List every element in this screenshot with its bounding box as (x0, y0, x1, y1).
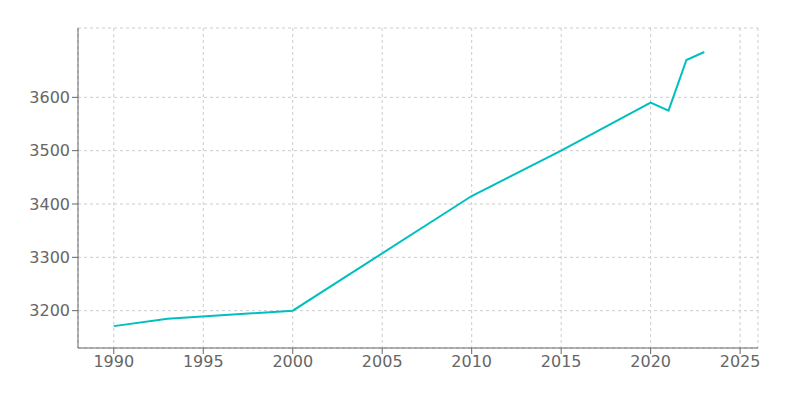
svg-text:3200: 3200 (29, 301, 70, 320)
svg-text:1990: 1990 (93, 352, 134, 371)
svg-text:3400: 3400 (29, 195, 70, 214)
svg-text:2015: 2015 (541, 352, 582, 371)
svg-text:2025: 2025 (720, 352, 761, 371)
svg-text:3300: 3300 (29, 248, 70, 267)
svg-text:2020: 2020 (630, 352, 671, 371)
svg-text:2010: 2010 (451, 352, 492, 371)
svg-text:1995: 1995 (183, 352, 224, 371)
svg-text:3500: 3500 (29, 141, 70, 160)
svg-text:2005: 2005 (362, 352, 403, 371)
svg-text:3600: 3600 (29, 88, 70, 107)
svg-text:2000: 2000 (272, 352, 313, 371)
